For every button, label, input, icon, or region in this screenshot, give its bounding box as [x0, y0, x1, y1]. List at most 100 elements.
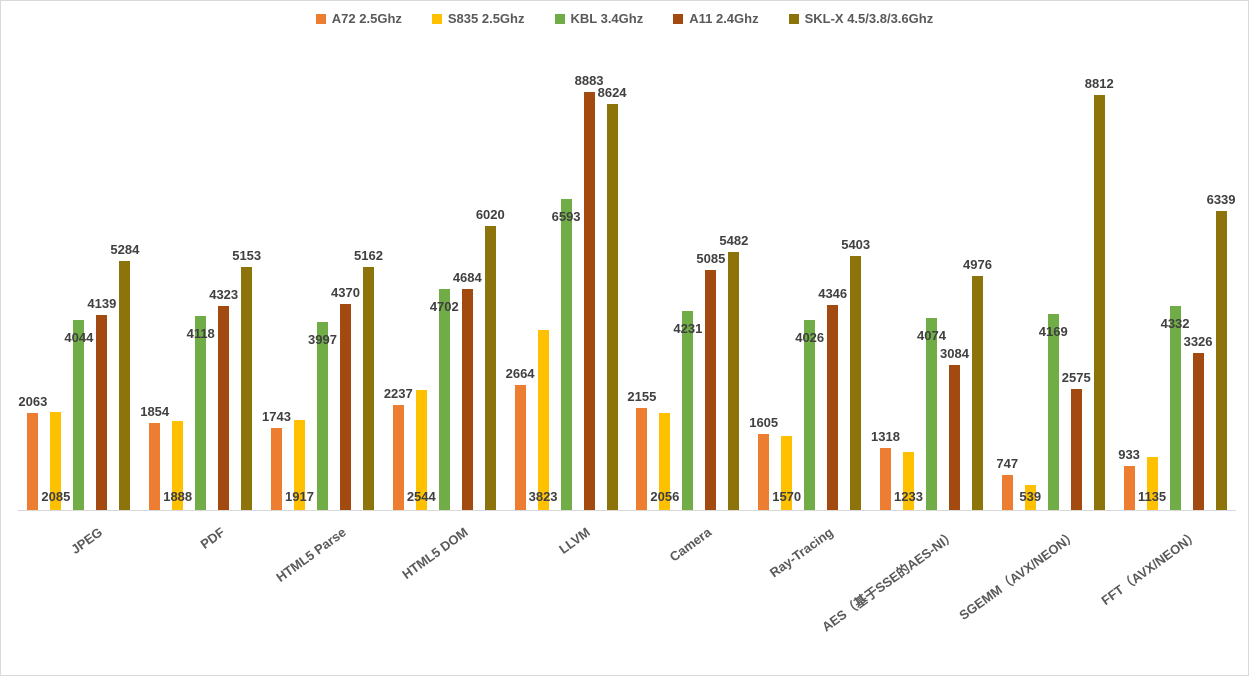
bar-value-label: 1917	[285, 489, 314, 504]
x-axis-cell: HTML5 Parse	[262, 511, 384, 641]
bar-value-label: 4139	[87, 296, 117, 311]
legend-item: A72 2.5Ghz	[315, 11, 402, 26]
chart-legend: A72 2.5Ghz S835 2.5Ghz KBL 3.4Ghz A11 2.4Gh…	[0, 11, 1249, 26]
bar: 2237	[384, 386, 413, 510]
category-group: 2063 2085 4044 4139 5284	[18, 40, 140, 510]
bar-value-label: 1854	[140, 404, 170, 419]
bar-value-label: 2155	[627, 389, 657, 404]
category-group: 2237 2544 4702 4684 6020	[383, 40, 505, 510]
bar: 933	[1118, 447, 1140, 510]
bar: 6593	[552, 199, 581, 510]
bar: 1233	[894, 452, 923, 510]
bar-value-label: 4074	[917, 328, 946, 343]
category-group: 933 1135 4332 3326 6339	[1114, 40, 1236, 510]
bar: 4332	[1161, 306, 1190, 510]
x-axis-cell: FFT（AVX/NEON）	[1099, 511, 1236, 641]
bar: 6020	[476, 207, 505, 510]
bar-value-label: 2544	[406, 489, 436, 504]
bar: 539	[1019, 485, 1041, 510]
bar: 1318	[871, 429, 900, 510]
legend-swatch-icon	[315, 13, 326, 24]
bar: 1570	[772, 436, 801, 510]
bar-value-label: 5162	[354, 248, 383, 263]
bar: 747	[996, 456, 1018, 510]
category-group: 1743 1917 3997 4370 5162	[262, 40, 384, 510]
bar: 2056	[650, 413, 679, 510]
bar: 8812	[1085, 76, 1114, 510]
category-label: HTML5 DOM	[399, 524, 471, 582]
bar: 2664	[506, 366, 535, 510]
category-group: 1605 1570 4026 4346 5403	[749, 40, 871, 510]
bar-value-label: 4044	[64, 330, 94, 345]
bar-value-label: 1743	[262, 409, 291, 424]
bar: 1135	[1138, 457, 1166, 510]
legend-swatch-icon	[673, 13, 684, 24]
bar: 5482	[719, 233, 748, 510]
bar: 6339	[1207, 192, 1236, 510]
category-label: LLVM	[555, 524, 593, 557]
category-label: Camera	[666, 524, 715, 565]
x-axis-cell: Ray-Tracing	[749, 511, 871, 641]
bar-value-label: 3997	[308, 332, 337, 347]
bar-value-label: 4332	[1160, 316, 1190, 331]
bar-value-label: 5153	[232, 248, 262, 263]
bar: 3823	[529, 330, 558, 510]
category-label: JPEG	[68, 524, 106, 557]
category-group: 2155 2056 4231 5085 5482	[627, 40, 749, 510]
bar: 1917	[285, 420, 314, 510]
bar-value-label: 2085	[41, 489, 71, 504]
category-label: HTML5 Parse	[273, 524, 349, 585]
legend-item: KBL 3.4Ghz	[554, 11, 644, 26]
x-axis-cell: PDF	[140, 511, 262, 641]
x-axis-cell: JPEG	[18, 511, 140, 641]
bar: 5085	[696, 251, 725, 510]
legend-label: A11 2.4Ghz	[689, 11, 759, 26]
legend-label: SKL-X 4.5/3.8/3.6Ghz	[804, 11, 934, 26]
bar-value-label: 539	[1019, 489, 1042, 504]
x-axis-cell: Camera	[627, 511, 749, 641]
bar: 1888	[163, 421, 192, 510]
bar-value-label: 4231	[673, 321, 703, 336]
legend-label: KBL 3.4Ghz	[570, 11, 644, 26]
bar: 2575	[1062, 370, 1091, 510]
bar-value-label: 8624	[597, 85, 627, 100]
bar-value-label: 3084	[940, 346, 969, 361]
bar: 4346	[818, 286, 847, 510]
bar-value-label: 4026	[795, 330, 825, 345]
bar: 4323	[209, 287, 238, 510]
x-axis-cell: SGEMM（AVX/NEON）	[957, 511, 1114, 641]
bar-value-label: 4169	[1038, 324, 1068, 339]
bar: 4044	[64, 320, 93, 510]
category-label: PDF	[197, 524, 228, 552]
bar-value-label: 8883	[574, 73, 604, 88]
bar-value-label: 6593	[551, 209, 581, 224]
bar: 4702	[430, 289, 459, 510]
bar: 4976	[963, 257, 992, 510]
bar-value-label: 5403	[841, 237, 871, 252]
bar-value-label: 1233	[894, 489, 923, 504]
bar: 4139	[87, 296, 116, 510]
bar: 2544	[407, 390, 436, 510]
bar-value-label: 747	[996, 456, 1019, 471]
bar: 8883	[575, 73, 604, 510]
category-group: 1318 1233 4074 3084 4976	[871, 40, 993, 510]
plot-area: 2063 2085 4044 4139 5284 1854 1888 4118 4323 5153…	[18, 40, 1236, 511]
bar: 2085	[41, 412, 70, 510]
x-axis-cell: LLVM	[505, 511, 627, 641]
category-group: 1854 1888 4118 4323 5153	[140, 40, 262, 510]
bar-value-label: 1570	[772, 489, 802, 504]
bar: 5153	[232, 248, 261, 510]
bar-value-label: 1605	[749, 415, 779, 430]
x-axis-cell: HTML5 DOM	[383, 511, 505, 641]
bar-value-label: 4976	[963, 257, 992, 272]
bar-value-label: 933	[1118, 447, 1140, 462]
bar-value-label: 4118	[186, 326, 215, 341]
legend-label: S835 2.5Ghz	[447, 11, 525, 26]
bar-value-label: 3326	[1183, 334, 1213, 349]
bar-value-label: 5085	[696, 251, 726, 266]
bar-value-label: 1135	[1137, 489, 1167, 504]
bar: 4684	[453, 270, 482, 510]
bar-value-label: 4370	[331, 285, 360, 300]
bar-value-label: 2575	[1061, 370, 1091, 385]
